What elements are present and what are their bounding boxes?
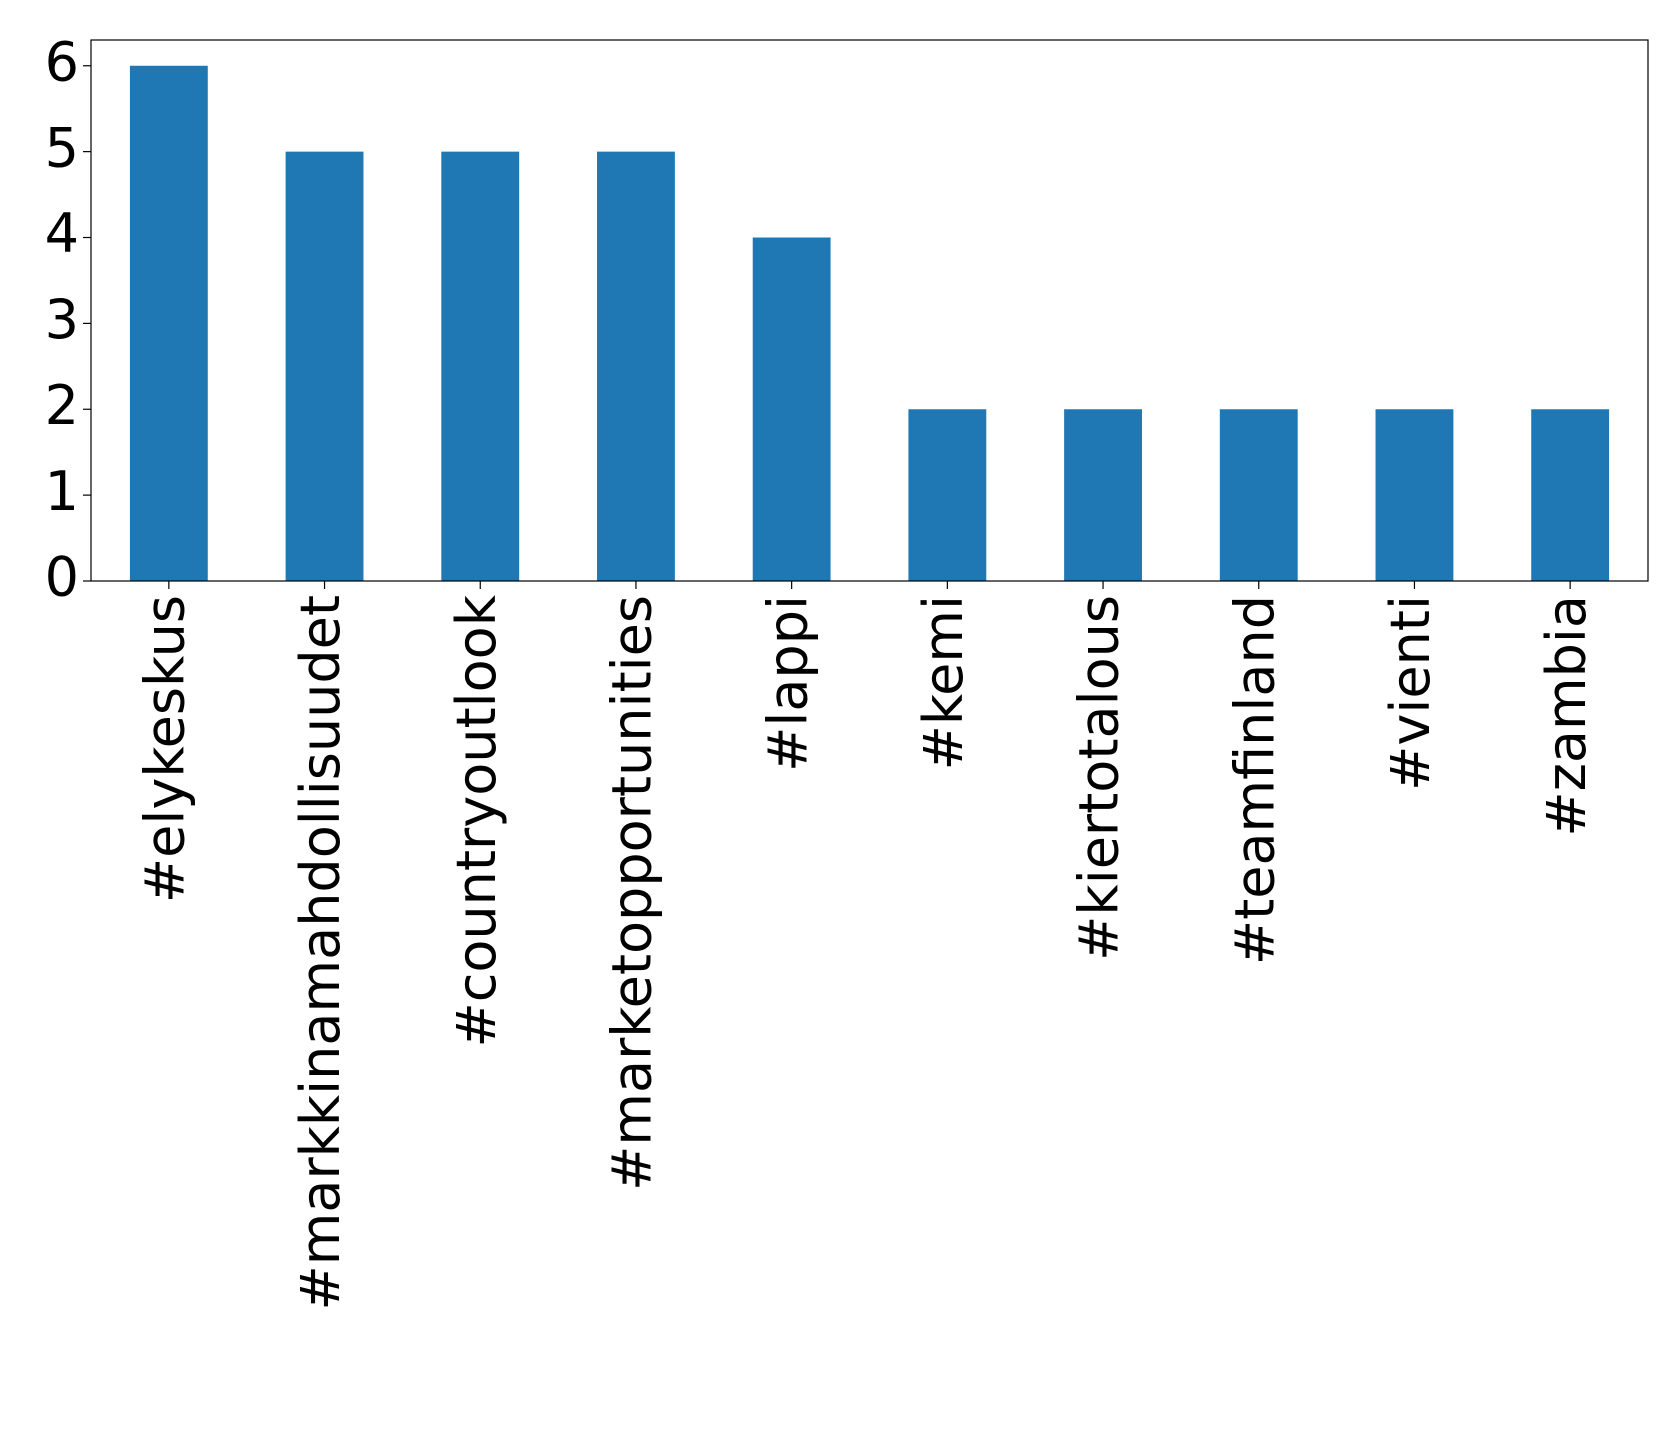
y-tick-label: 1 xyxy=(45,460,79,523)
bar xyxy=(1531,409,1610,581)
axes-frame xyxy=(90,39,1649,582)
x-tick-label: #kemi xyxy=(912,595,975,770)
x-tick-label: #markkinamahdollisuudet xyxy=(289,595,352,1311)
bar xyxy=(1064,409,1142,581)
bar xyxy=(129,65,208,581)
x-tick-label: #marketopportunities xyxy=(601,595,664,1191)
y-tick-label: 0 xyxy=(45,546,79,609)
bar xyxy=(597,151,675,581)
bar xyxy=(285,151,364,581)
x-tick-label: #elykeskus xyxy=(133,595,196,903)
x-tick-label: #lappi xyxy=(756,595,819,772)
x-tick-label: #countryoutlook xyxy=(445,594,508,1047)
x-tick-label: #vienti xyxy=(1379,595,1442,791)
y-tick-label: 5 xyxy=(45,116,79,179)
bar xyxy=(441,151,520,581)
x-tick-label: #teamfinland xyxy=(1223,595,1286,965)
bar xyxy=(908,409,987,581)
bar xyxy=(1375,409,1454,581)
y-tick-label: 3 xyxy=(45,288,79,351)
x-tick-label: #zambia xyxy=(1535,595,1598,837)
bar xyxy=(752,237,831,581)
x-tick-label: #kiertotalous xyxy=(1068,595,1131,961)
y-tick-label: 4 xyxy=(45,202,79,265)
bar xyxy=(1219,409,1298,581)
y-tick-label: 6 xyxy=(45,30,79,93)
y-tick-label: 2 xyxy=(45,374,79,437)
